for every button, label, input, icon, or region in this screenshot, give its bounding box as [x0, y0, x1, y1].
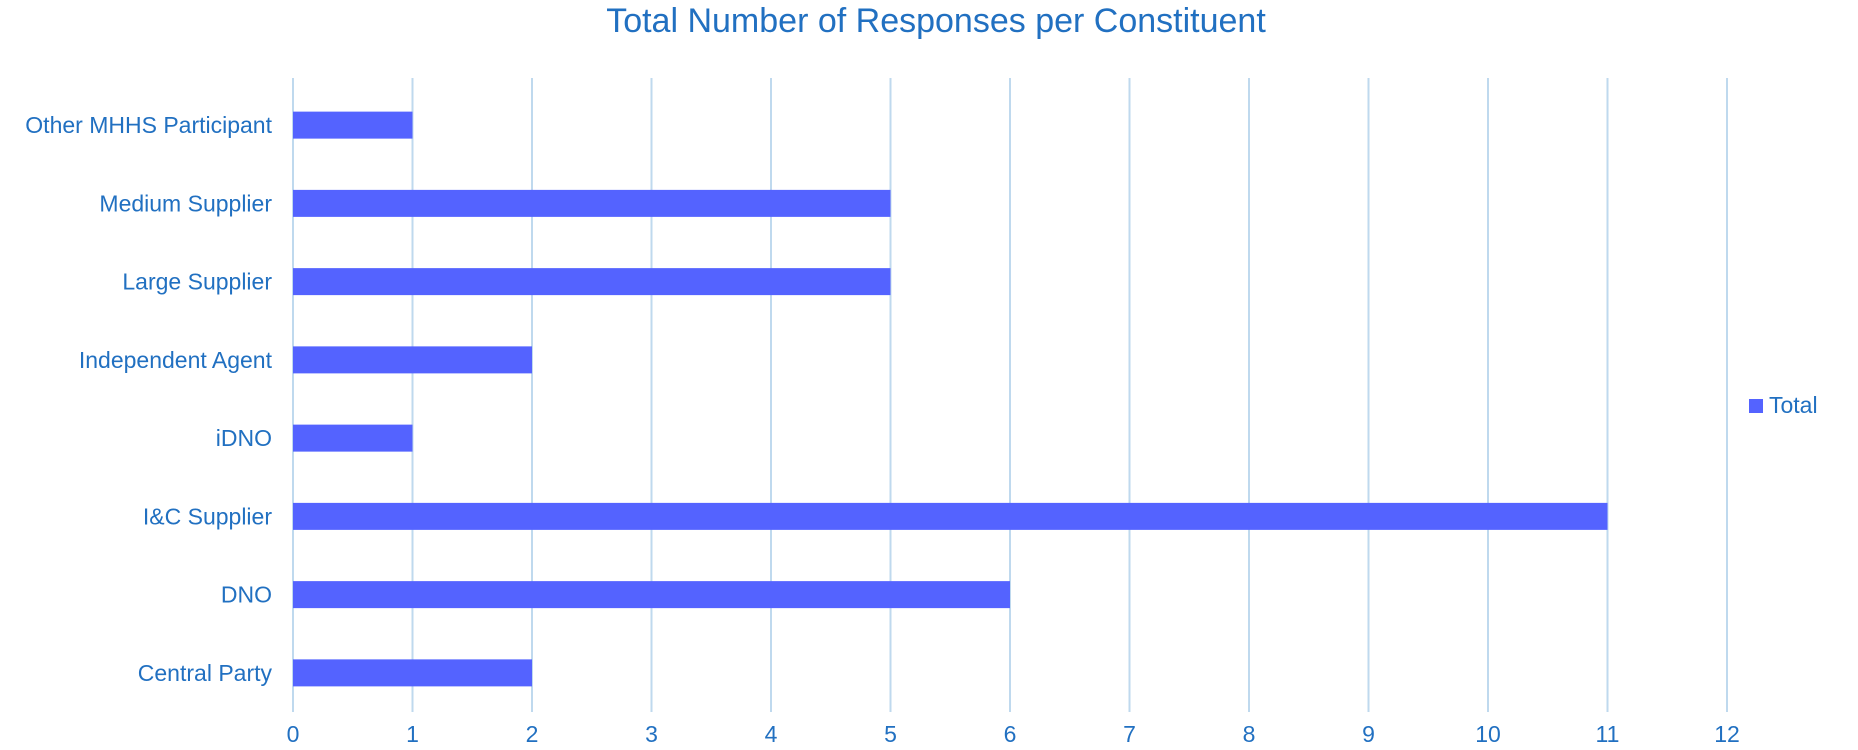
x-tick-label-9: 9 — [1362, 721, 1375, 745]
category-label-medium-supplier: Medium Supplier — [99, 190, 272, 216]
x-tick-label-12: 12 — [1714, 721, 1740, 745]
x-tick-label-8: 8 — [1243, 721, 1256, 745]
x-tick-label-10: 10 — [1475, 721, 1501, 745]
bar-central-party — [293, 659, 532, 687]
category-labels: Central Party DNO I&C Supplier iDNO Independ… — [25, 112, 272, 686]
x-tick-label-4: 4 — [765, 721, 778, 745]
category-label-other-mhhs-participant: Other MHHS Participant — [25, 112, 272, 138]
x-tick-label-0: 0 — [287, 721, 300, 745]
bar-independent-agent — [293, 346, 532, 374]
bar-dno — [293, 581, 1010, 609]
chart-title: Total Number of Responses per Constituen… — [606, 2, 1266, 40]
x-tick-label-11: 11 — [1596, 721, 1620, 745]
bar-idno — [293, 424, 413, 452]
category-label-central-party: Central Party — [138, 660, 273, 686]
category-label-dno: DNO — [221, 582, 272, 608]
bar-medium-supplier — [293, 189, 891, 217]
category-label-large-supplier: Large Supplier — [122, 269, 272, 295]
legend: Total — [1749, 392, 1818, 418]
x-tick-label-1: 1 — [406, 721, 419, 745]
legend-label-total: Total — [1769, 392, 1818, 418]
bar-large-supplier — [293, 268, 891, 296]
grid-lines — [292, 78, 1728, 712]
category-label-independent-agent: Independent Agent — [79, 347, 273, 373]
x-tick-label-3: 3 — [645, 721, 658, 745]
x-tick-label-6: 6 — [1004, 721, 1017, 745]
bars — [293, 111, 1608, 687]
bar-other-mhhs-participant — [293, 111, 413, 139]
legend-swatch — [1749, 399, 1763, 413]
x-tick-label-7: 7 — [1123, 721, 1136, 745]
x-tick-label-5: 5 — [884, 721, 897, 745]
x-tick-labels: 0 1 2 3 4 5 6 7 8 9 10 11 12 — [287, 721, 1740, 747]
category-label-i-c-supplier: I&C Supplier — [143, 503, 272, 529]
bar-i-c-supplier — [293, 502, 1608, 530]
x-tick-label-2: 2 — [526, 721, 539, 745]
category-label-idno: iDNO — [216, 425, 272, 451]
